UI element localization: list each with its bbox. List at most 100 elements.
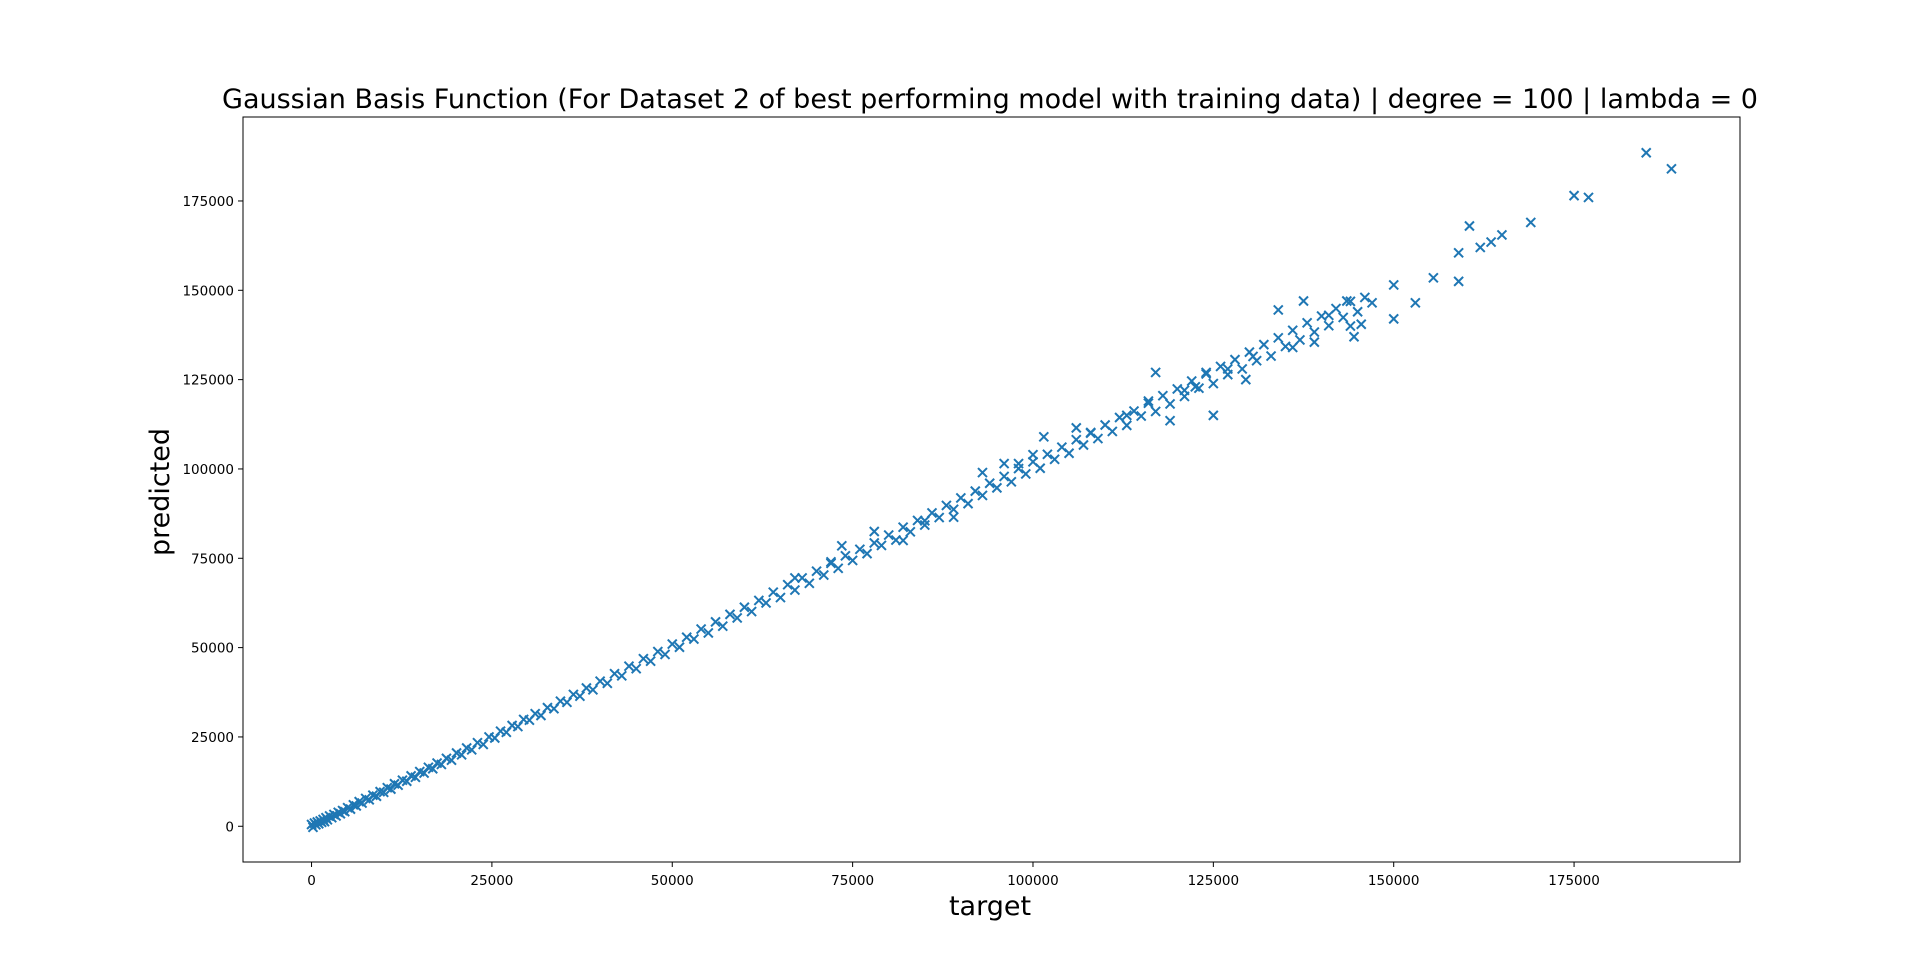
scatter-point <box>1247 351 1259 362</box>
scatter-point <box>472 737 483 748</box>
y-tick-label: 0 <box>225 819 234 835</box>
scatter-point <box>1006 476 1017 488</box>
scatter-point <box>1063 448 1075 459</box>
scatter-point <box>775 592 786 603</box>
y-axis-label: predicted <box>145 428 176 556</box>
scatter-point <box>840 550 851 561</box>
scatter-point <box>616 670 627 682</box>
scatter-point <box>1428 272 1439 283</box>
scatter-point <box>688 633 700 645</box>
scatter-point <box>883 529 894 541</box>
scatter-point <box>1352 306 1363 317</box>
scatter-point <box>1583 192 1594 203</box>
scatter-point <box>1164 398 1176 410</box>
scatter-point <box>1114 412 1125 423</box>
scatter-point <box>811 565 822 577</box>
scatter-point <box>1013 458 1024 469</box>
scatter-point <box>977 467 988 478</box>
scatter-point <box>897 535 909 546</box>
scatter-point <box>1128 405 1140 417</box>
scatter-point <box>1410 297 1421 309</box>
x-axis-ticks: 0 25000 50000 75000 100000 125000 150000 175000 <box>307 862 1600 889</box>
scatter-point <box>1236 363 1248 375</box>
scatter-point <box>1222 363 1233 375</box>
scatter-point <box>695 623 707 635</box>
scatter-point <box>1641 147 1652 158</box>
scatter-point <box>804 578 815 589</box>
data-points <box>306 147 1677 833</box>
scatter-point <box>739 602 750 613</box>
scatter-point <box>1348 331 1360 342</box>
scatter-point <box>587 684 599 695</box>
scatter-point <box>948 511 959 523</box>
y-tick-label: 175000 <box>182 194 234 210</box>
scatter-point <box>638 653 649 664</box>
scatter-point <box>854 544 866 555</box>
scatter-point <box>1301 317 1313 329</box>
scatter-point <box>710 616 721 628</box>
scatter-point <box>869 537 880 549</box>
scatter-point <box>478 739 489 750</box>
scatter-point <box>1121 420 1132 431</box>
scatter-point <box>630 663 642 674</box>
scatter-point <box>1038 431 1050 443</box>
y-tick-label: 125000 <box>182 373 234 389</box>
scatter-point <box>746 606 757 617</box>
x-tick-label: 25000 <box>470 873 513 889</box>
scatter-point <box>1071 422 1082 434</box>
scatter-point <box>1157 390 1169 401</box>
scatter-point <box>1337 312 1349 323</box>
scatter-point <box>652 646 664 657</box>
scatter-point <box>1464 220 1475 232</box>
scatter-point <box>1475 242 1486 253</box>
scatter-point <box>1287 325 1298 336</box>
x-tick-label: 75000 <box>831 873 874 889</box>
scatter-point <box>1208 378 1219 389</box>
scatter-point <box>1027 449 1039 460</box>
scatter-point <box>674 642 685 653</box>
scatter-point <box>717 620 728 632</box>
scatter-point <box>1092 433 1104 444</box>
scatter-point <box>1020 468 1031 480</box>
scatter-point <box>818 569 829 581</box>
chart-title: Gaussian Basis Function (For Dataset 2 o… <box>222 84 1758 115</box>
scatter-point <box>1200 367 1212 378</box>
scatter-point <box>1143 398 1154 409</box>
scatter-point <box>1215 361 1226 372</box>
scatter-point <box>594 675 606 687</box>
scatter-point <box>919 519 930 531</box>
y-tick-label: 75000 <box>191 551 234 567</box>
x-tick-label: 0 <box>307 873 316 889</box>
scatter-point <box>348 799 359 811</box>
scatter-point <box>1085 428 1096 439</box>
scatter-point <box>919 515 930 526</box>
scatter-point <box>667 638 678 650</box>
scatter-point <box>962 498 974 509</box>
scatter-point <box>753 595 765 606</box>
scatter-point <box>353 796 365 807</box>
scatter-point <box>1034 463 1046 474</box>
scatter-point <box>1496 229 1508 241</box>
scatter-point <box>948 504 959 515</box>
scatter-point <box>1287 342 1298 353</box>
scatter-point <box>446 754 457 766</box>
scatter-point <box>847 555 858 566</box>
scatter-point <box>1164 415 1176 426</box>
scatter-point <box>926 507 938 519</box>
scatter-point <box>456 749 467 761</box>
scatter-point <box>789 572 801 584</box>
y-tick-label: 100000 <box>182 462 234 478</box>
scatter-point <box>977 490 988 501</box>
scatter-point <box>374 786 386 797</box>
scatter-point <box>1049 454 1060 465</box>
scatter-point <box>1298 295 1309 307</box>
scatter-point <box>1265 350 1277 362</box>
scatter-point <box>609 668 620 679</box>
scatter-point <box>905 526 916 538</box>
scatter-point <box>1258 339 1270 350</box>
scatter-point <box>574 690 586 702</box>
scatter-point <box>1190 381 1201 392</box>
scatter-point <box>1107 426 1118 437</box>
